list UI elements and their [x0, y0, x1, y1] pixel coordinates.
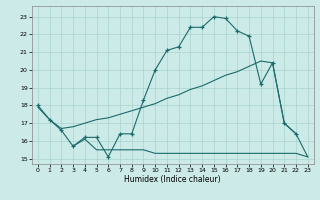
X-axis label: Humidex (Indice chaleur): Humidex (Indice chaleur): [124, 175, 221, 184]
